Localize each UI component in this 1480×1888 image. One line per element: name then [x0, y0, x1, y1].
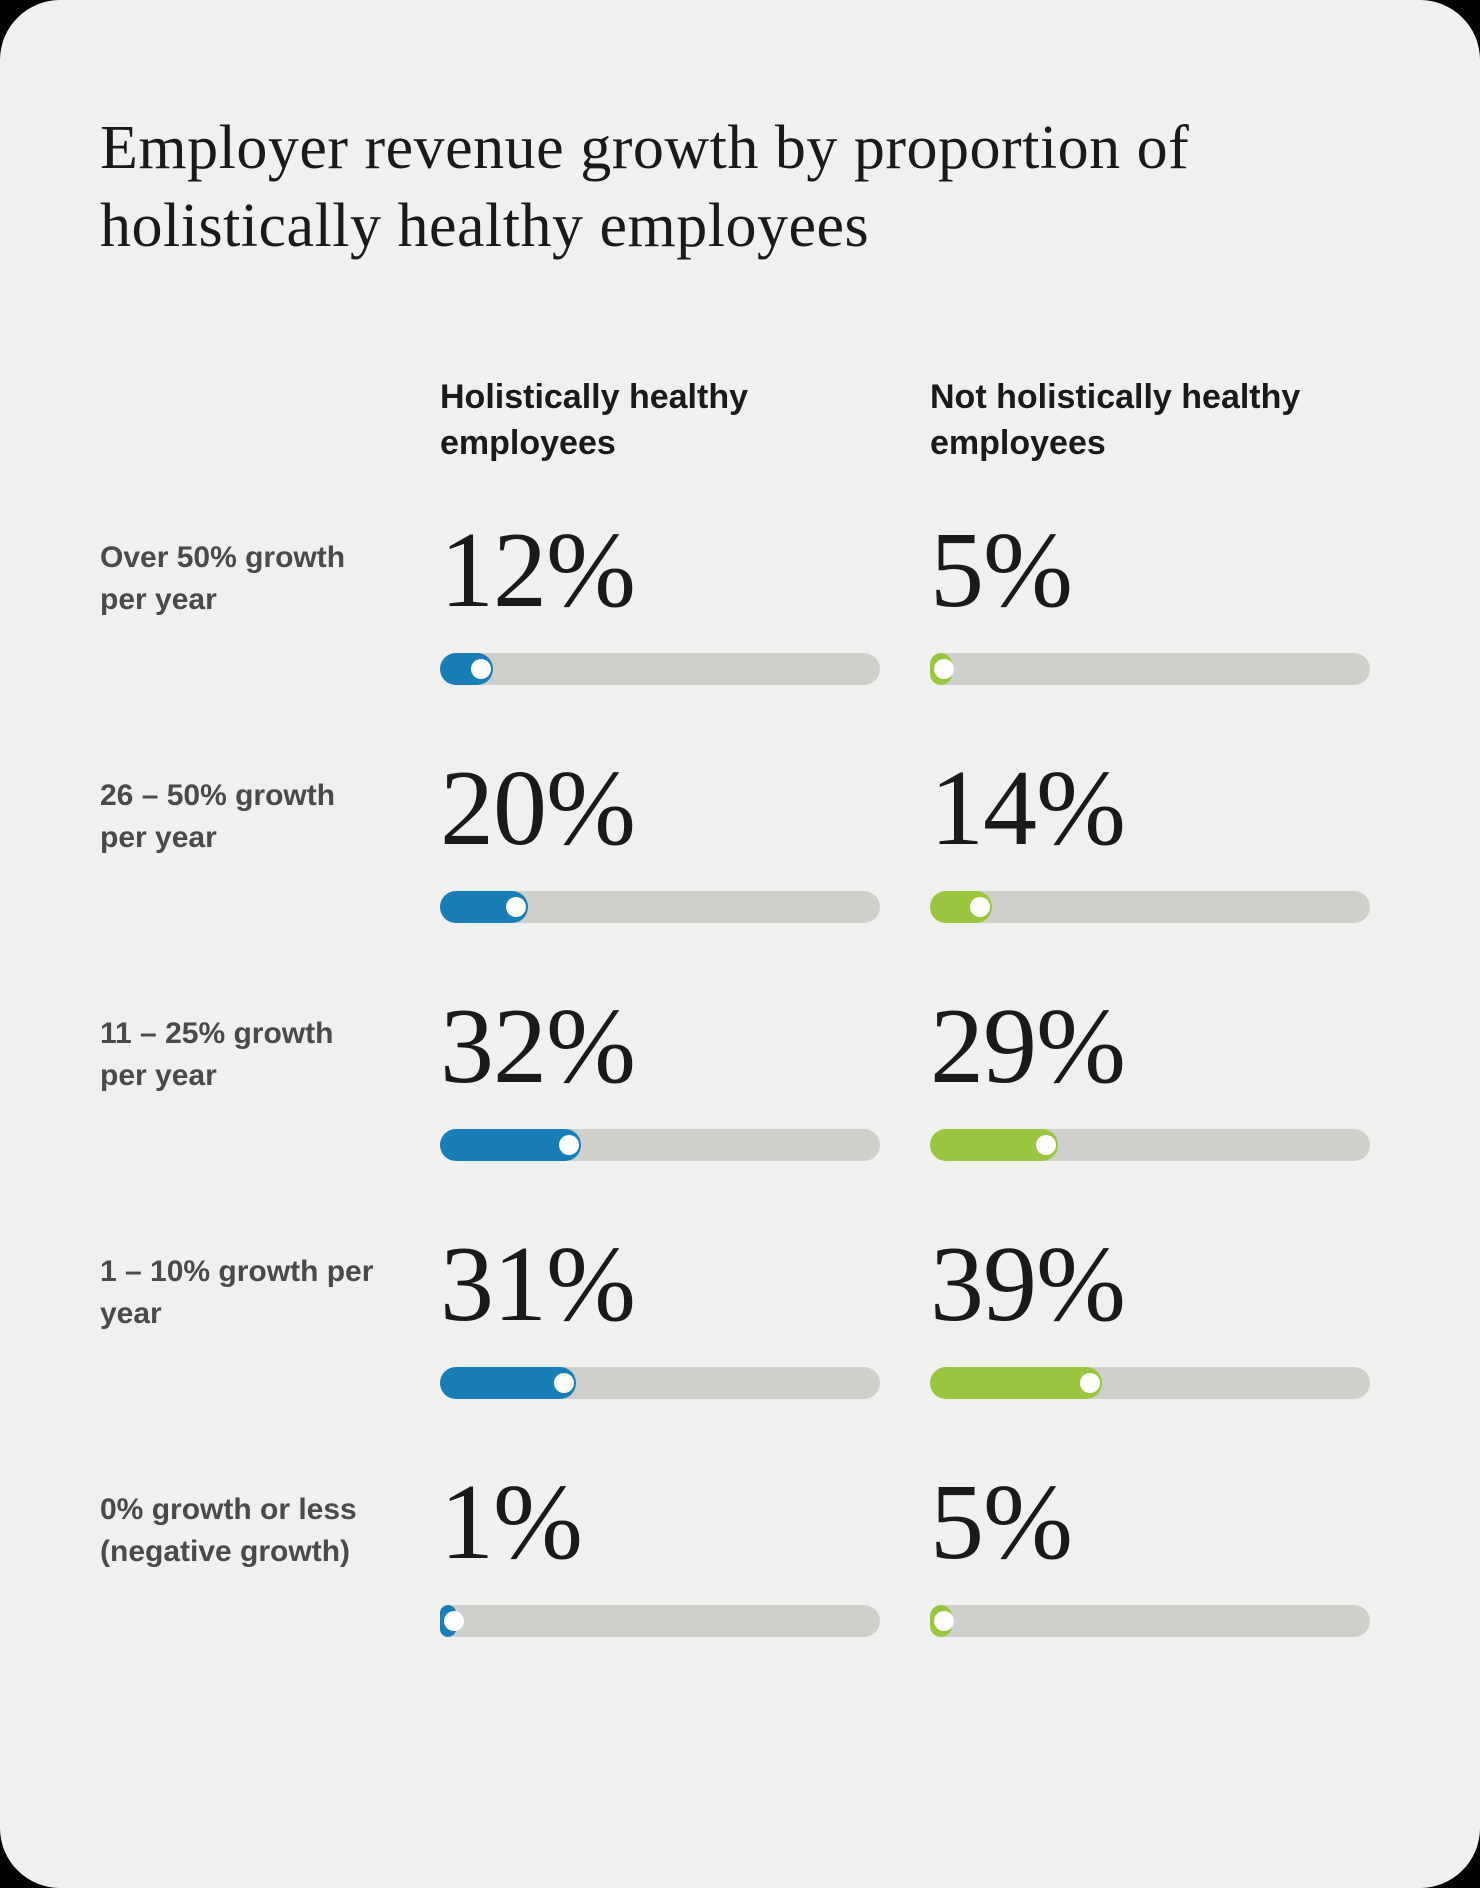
chart-card: Employer revenue growth by proportion of… — [0, 0, 1480, 1888]
progress-track — [930, 1129, 1370, 1161]
data-cell: 29% — [930, 993, 1380, 1231]
percentage-value: 31% — [440, 1231, 890, 1339]
percentage-value: 39% — [930, 1231, 1380, 1339]
progress-knob — [1036, 1135, 1056, 1155]
progress-track — [930, 1367, 1370, 1399]
percentage-value: 5% — [930, 517, 1380, 625]
progress-knob — [506, 897, 526, 917]
progress-knob — [934, 659, 954, 679]
progress-knob — [970, 897, 990, 917]
percentage-value: 29% — [930, 993, 1380, 1101]
data-cell: 5% — [930, 1469, 1380, 1707]
column-header-not-healthy: Not holistically healthy employees — [930, 375, 1380, 517]
percentage-value: 12% — [440, 517, 890, 625]
row-label: Over 50% growth per year — [100, 517, 400, 755]
progress-track — [440, 1129, 880, 1161]
data-cell: 32% — [440, 993, 890, 1231]
progress-knob — [559, 1135, 579, 1155]
progress-track — [440, 1605, 880, 1637]
percentage-value: 1% — [440, 1469, 890, 1577]
percentage-value: 14% — [930, 755, 1380, 863]
progress-knob — [1080, 1373, 1100, 1393]
percentage-value: 32% — [440, 993, 890, 1101]
row-label: 0% growth or less (negative growth) — [100, 1469, 400, 1707]
percentage-value: 20% — [440, 755, 890, 863]
row-label: 1 – 10% growth per year — [100, 1231, 400, 1469]
progress-track — [440, 653, 880, 685]
data-cell: 1% — [440, 1469, 890, 1707]
row-label: 26 – 50% growth per year — [100, 755, 400, 993]
progress-track — [440, 891, 880, 923]
row-label: 11 – 25% growth per year — [100, 993, 400, 1231]
data-cell: 12% — [440, 517, 890, 755]
progress-track — [930, 891, 1370, 923]
progress-track — [930, 653, 1370, 685]
chart-title: Employer revenue growth by proportion of… — [100, 110, 1380, 265]
progress-fill — [930, 1367, 1102, 1399]
progress-knob — [471, 659, 491, 679]
percentage-value: 5% — [930, 1469, 1380, 1577]
column-header-healthy: Holistically healthy employees — [440, 375, 890, 517]
data-cell: 20% — [440, 755, 890, 993]
progress-knob — [934, 1611, 954, 1631]
progress-knob — [444, 1611, 464, 1631]
progress-track — [930, 1605, 1370, 1637]
row-label-header-spacer — [100, 375, 400, 517]
data-cell: 31% — [440, 1231, 890, 1469]
data-cell: 14% — [930, 755, 1380, 993]
chart-grid: Holistically healthy employees Not holis… — [100, 375, 1380, 1707]
data-cell: 5% — [930, 517, 1380, 755]
progress-track — [440, 1367, 880, 1399]
progress-knob — [554, 1373, 574, 1393]
data-cell: 39% — [930, 1231, 1380, 1469]
